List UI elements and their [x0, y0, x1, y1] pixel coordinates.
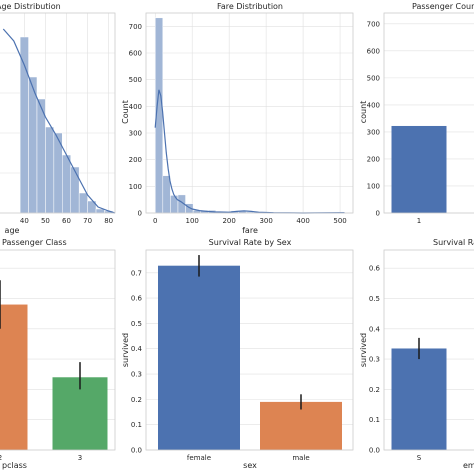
count-ytick-label: 600: [367, 47, 380, 55]
panel-survival-pclass: Survival Rate by Passenger Class pclass: [0, 238, 67, 470]
age-xtick-label: 50: [41, 217, 50, 225]
age-xtick-label: 70: [83, 217, 92, 225]
embarked-ytick-label: 0.4: [369, 325, 381, 333]
age-bin-bar: [78, 192, 88, 214]
sex-xlabel: sex: [243, 461, 257, 470]
age-bin-bar: [19, 36, 29, 214]
passenger-count-title: Passenger Count by Class: [412, 2, 474, 11]
sex-ytick-label: 0.1: [131, 421, 142, 429]
age-xtick-label: 80: [104, 217, 113, 225]
chart-marks: 40 50 60 70 80 0 100 200 300 400 500 0 100 200 300 400 5…: [0, 12, 474, 462]
fare-ytick-label: 500: [129, 76, 142, 84]
embarked-bar: [391, 348, 447, 450]
embarked-xlabel: embarked: [463, 461, 474, 470]
fare-ytick-label: 400: [129, 103, 142, 111]
age-xlabel: age: [5, 226, 20, 235]
embarked-axes-frame: [383, 249, 474, 451]
embarked-ytick-label: 0.1: [369, 416, 380, 424]
embarked-ytick-label: 0.5: [369, 295, 380, 303]
fare-xtick-label: 400: [296, 217, 309, 225]
fare-xtick-label: 200: [222, 217, 235, 225]
pclass-xlabel: pclass: [2, 461, 27, 470]
count-ytick-label: 700: [367, 20, 380, 28]
sex-ylabel: survived: [121, 333, 130, 367]
age-kde-line: [2, 28, 116, 214]
age-axes-frame: [0, 12, 116, 214]
sex-ytick-label: 0.6: [131, 295, 143, 303]
sex-ytick-label: 0.3: [131, 371, 142, 379]
fare-ytick-label: 600: [129, 50, 142, 58]
age-xtick-label: 60: [62, 217, 71, 225]
fare-xtick-label: 0: [153, 217, 157, 225]
count-ytick-label: 0: [376, 210, 380, 218]
age-distribution-title: Age Distribution: [0, 2, 61, 11]
sex-ytick-label: 0.0: [131, 447, 142, 455]
age-bin-bar: [45, 126, 55, 214]
embarked-xtick-label: S: [417, 454, 422, 462]
pclass-axes-frame: [0, 249, 116, 451]
age-bin-bar: [95, 208, 105, 214]
count-ylabel: count: [359, 101, 368, 124]
sex-ytick-label: 0.2: [131, 396, 142, 404]
pclass-xtick-label: 3: [78, 454, 82, 462]
embarked-ytick-label: 0.0: [369, 447, 380, 455]
pclass-xtick-label: 2: [0, 454, 2, 462]
age-bin-bar: [62, 154, 71, 214]
fare-xtick-label: 100: [186, 217, 199, 225]
fare-distribution-title: Fare Distribution: [217, 2, 283, 11]
fare-axes-frame: [145, 12, 354, 214]
survival-embarked-title: Survival Rate by Embarked: [433, 238, 474, 247]
pclass-bar: [0, 304, 28, 450]
survival-sex-title: Survival Rate by Sex: [209, 238, 292, 247]
fare-ytick-label: 200: [129, 156, 142, 164]
fare-ytick-label: 300: [129, 130, 142, 138]
count-ytick-label: 500: [367, 74, 380, 82]
sex-xtick-label: female: [187, 454, 211, 462]
fare-xtick-label: 500: [333, 217, 346, 225]
count-ytick-label: 300: [367, 128, 380, 136]
sex-ytick-label: 0.5: [131, 320, 142, 328]
panel-age-distribution: Age Distribution age: [0, 2, 61, 235]
count-xtick-label: 1: [417, 217, 421, 225]
fare-bin-bar: [162, 175, 171, 214]
fare-ytick-label: 0: [138, 210, 142, 218]
embarked-ytick-label: 0.2: [369, 386, 380, 394]
panel-survival-embarked: Survival Rate by Embarked embarked survi…: [359, 238, 474, 470]
fare-kde-line: [154, 89, 345, 214]
count-ytick-label: 100: [367, 182, 380, 190]
fare-ytick-label: 100: [129, 183, 142, 191]
count-axes-frame: [383, 12, 474, 214]
embarked-ytick-label: 0.3: [369, 356, 380, 364]
sex-ytick-label: 0.7: [131, 269, 142, 277]
count-ytick-label: 200: [367, 155, 380, 163]
panel-passenger-count: Passenger Count by Class count: [359, 2, 474, 123]
count-ytick-label: 400: [367, 101, 380, 109]
sex-xtick-label: male: [292, 454, 309, 462]
embarked-ytick-label: 0.6: [369, 265, 381, 273]
fare-bin-bar: [170, 195, 179, 214]
fare-xlabel: fare: [242, 226, 258, 235]
fare-ytick-label: 700: [129, 23, 142, 31]
panel-survival-sex: Survival Rate by Sex sex survived: [121, 238, 292, 470]
age-xtick-label: 40: [20, 217, 29, 225]
fare-ylabel: Count: [121, 100, 130, 124]
sex-bar: [260, 401, 342, 450]
count-bar: [391, 125, 447, 213]
embarked-ylabel: survived: [359, 333, 368, 367]
survival-pclass-title: Survival Rate by Passenger Class: [0, 238, 67, 247]
fare-xtick-label: 300: [259, 217, 272, 225]
age-bin-bar: [36, 98, 46, 214]
sex-bar: [158, 265, 240, 450]
panel-fare-distribution: Fare Distribution fare Count: [121, 2, 283, 235]
sex-ytick-label: 0.4: [131, 345, 143, 353]
age-bin-bar: [28, 76, 38, 214]
sex-axes-frame: [145, 249, 354, 451]
age-bin-bar: [70, 166, 80, 214]
